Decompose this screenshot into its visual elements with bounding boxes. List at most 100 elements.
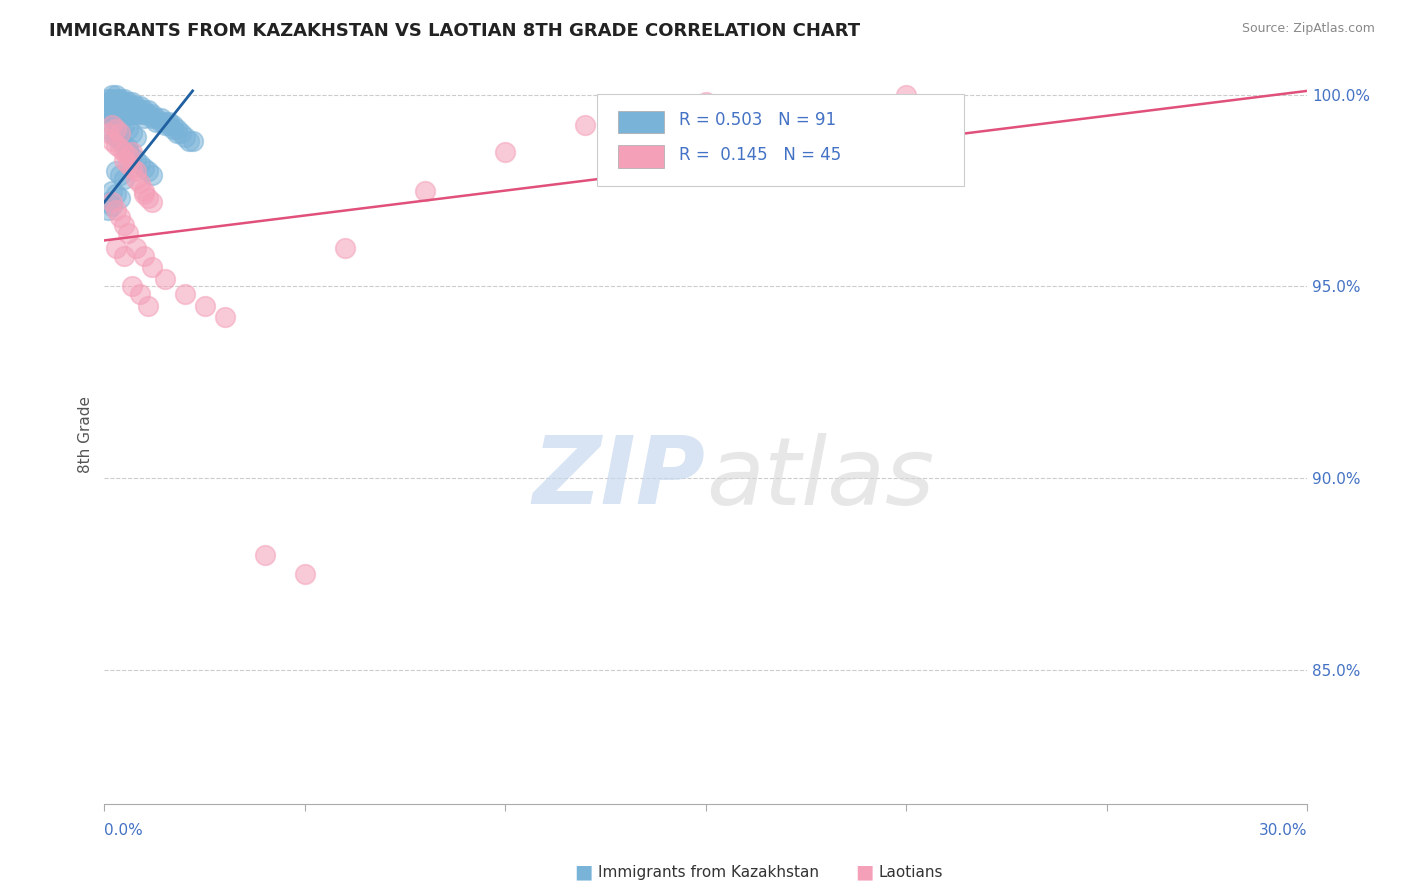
Point xyxy=(134,161,156,175)
Text: IMMIGRANTS FROM KAZAKHSTAN VS LAOTIAN 8TH GRADE CORRELATION CHART: IMMIGRANTS FROM KAZAKHSTAN VS LAOTIAN 8T… xyxy=(49,22,860,40)
Point xyxy=(125,153,148,167)
Point xyxy=(494,145,516,160)
Point xyxy=(97,103,120,117)
Point xyxy=(121,107,143,121)
Point xyxy=(110,168,132,182)
Point xyxy=(105,103,128,117)
Point xyxy=(145,114,167,128)
Point xyxy=(177,134,200,148)
Point xyxy=(110,103,132,117)
Point xyxy=(129,157,152,171)
Point xyxy=(101,107,124,121)
Point xyxy=(138,191,160,205)
Point xyxy=(112,103,135,117)
FancyBboxPatch shape xyxy=(617,111,664,133)
Point xyxy=(121,126,143,140)
Point xyxy=(112,92,135,106)
Point xyxy=(121,149,143,163)
Point xyxy=(129,103,152,117)
Point xyxy=(105,114,128,128)
Point xyxy=(125,129,148,144)
Point xyxy=(134,249,156,263)
Point xyxy=(117,141,139,155)
Point xyxy=(145,111,167,125)
Point xyxy=(97,195,120,210)
Point xyxy=(173,129,195,144)
Point xyxy=(110,119,132,133)
Point xyxy=(141,260,163,275)
Text: Immigrants from Kazakhstan: Immigrants from Kazakhstan xyxy=(598,865,818,880)
Point xyxy=(110,134,132,148)
Point xyxy=(162,119,184,133)
Point xyxy=(110,191,132,205)
Point xyxy=(121,99,143,113)
Point xyxy=(894,87,917,102)
Point xyxy=(112,99,135,113)
Point xyxy=(141,168,163,182)
Point xyxy=(117,145,139,160)
Point xyxy=(101,95,124,110)
Text: Laotians: Laotians xyxy=(879,865,943,880)
Point xyxy=(149,114,172,128)
Point xyxy=(194,299,217,313)
Point xyxy=(121,103,143,117)
Point xyxy=(138,164,160,178)
Point xyxy=(112,137,135,152)
Point xyxy=(117,122,139,136)
Point xyxy=(153,119,176,133)
Point xyxy=(134,187,156,202)
Point xyxy=(110,99,132,113)
Point xyxy=(166,122,188,136)
Point xyxy=(134,107,156,121)
Point xyxy=(574,119,596,133)
Point xyxy=(695,95,717,110)
Point xyxy=(112,172,135,186)
Point xyxy=(121,95,143,110)
Point xyxy=(129,176,152,190)
Point xyxy=(117,149,139,163)
Point xyxy=(97,92,120,106)
Point xyxy=(138,103,160,117)
Text: 0.0%: 0.0% xyxy=(104,823,143,838)
Point xyxy=(110,92,132,106)
Point xyxy=(125,99,148,113)
Point xyxy=(110,211,132,225)
Text: R = 0.503   N = 91: R = 0.503 N = 91 xyxy=(679,111,837,128)
Y-axis label: 8th Grade: 8th Grade xyxy=(79,395,93,473)
FancyBboxPatch shape xyxy=(598,94,965,186)
Point xyxy=(101,134,124,148)
Point xyxy=(181,134,204,148)
Point xyxy=(101,184,124,198)
Point xyxy=(105,95,128,110)
Point xyxy=(125,107,148,121)
Point xyxy=(97,202,120,217)
Point xyxy=(101,87,124,102)
Point xyxy=(105,129,128,144)
Text: ■: ■ xyxy=(855,863,875,882)
Point xyxy=(97,95,120,110)
Point xyxy=(117,95,139,110)
Text: Source: ZipAtlas.com: Source: ZipAtlas.com xyxy=(1241,22,1375,36)
Point xyxy=(105,92,128,106)
Point xyxy=(121,279,143,293)
Point xyxy=(153,272,176,286)
Point xyxy=(166,126,188,140)
Point xyxy=(117,99,139,113)
Point xyxy=(101,111,124,125)
Point xyxy=(117,103,139,117)
Text: ZIP: ZIP xyxy=(533,433,706,524)
Point xyxy=(253,548,276,562)
Point xyxy=(141,195,163,210)
Point xyxy=(101,99,124,113)
Point xyxy=(105,99,128,113)
Point xyxy=(117,226,139,240)
Point xyxy=(97,107,120,121)
Point xyxy=(105,122,128,136)
Point xyxy=(125,103,148,117)
Point xyxy=(117,107,139,121)
FancyBboxPatch shape xyxy=(617,145,664,168)
Point xyxy=(333,241,356,255)
Point xyxy=(112,153,135,167)
Point xyxy=(101,126,124,140)
Point xyxy=(173,287,195,301)
